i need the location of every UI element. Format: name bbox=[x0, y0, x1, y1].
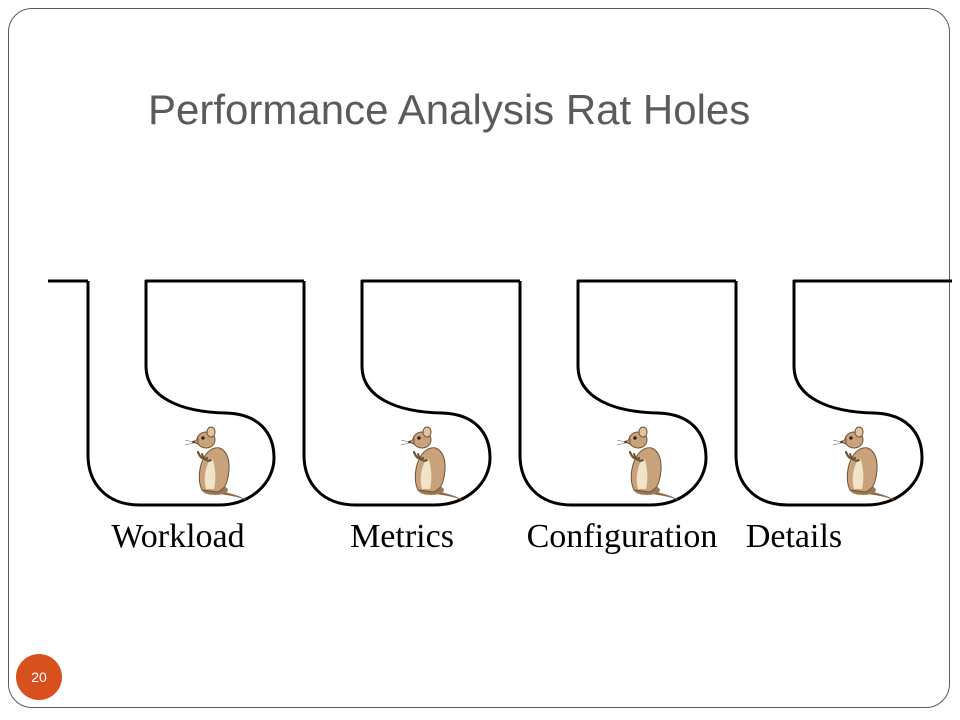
label-metrics: Metrics bbox=[350, 518, 454, 555]
hole-outline bbox=[86, 279, 304, 507]
rat-hole-workload bbox=[86, 279, 304, 507]
rat-hole-metrics bbox=[302, 279, 520, 507]
page-number-badge: 20 bbox=[16, 654, 62, 700]
hole-label-workload: Workload bbox=[111, 518, 244, 555]
rat-icon bbox=[615, 425, 685, 506]
hole-outline bbox=[734, 279, 952, 507]
rat-hole-configuration bbox=[518, 279, 736, 507]
hole-label-metrics: Metrics bbox=[350, 518, 454, 555]
hole-outline bbox=[302, 279, 520, 507]
rat-icon bbox=[831, 425, 901, 506]
rat-icon bbox=[399, 425, 469, 506]
hole-outline bbox=[518, 279, 736, 507]
rat-hole-details bbox=[734, 279, 952, 507]
label-details: Details bbox=[746, 518, 842, 555]
label-workload: Workload bbox=[111, 518, 244, 555]
hole-label-details: Details bbox=[746, 518, 842, 555]
slide-title: Performance Analysis Rat Holes bbox=[148, 86, 751, 133]
rat-icon bbox=[183, 425, 253, 506]
hole-label-configuration: Configuration bbox=[527, 518, 718, 555]
label-configuration: Configuration bbox=[527, 518, 718, 555]
